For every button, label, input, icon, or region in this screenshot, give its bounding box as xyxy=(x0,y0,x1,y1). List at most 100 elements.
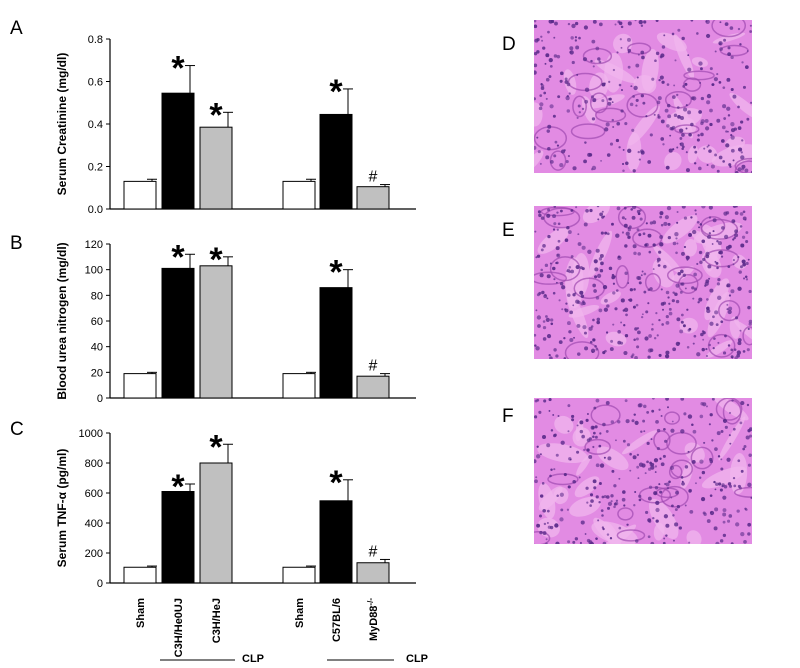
cell-nucleus xyxy=(660,119,665,124)
tubule-lumen xyxy=(662,215,698,244)
cell-nucleus xyxy=(651,327,654,331)
cell-nucleus xyxy=(554,523,559,528)
cell-nucleus xyxy=(536,445,539,448)
cell-nucleus xyxy=(545,538,548,541)
cell-nucleus xyxy=(712,347,715,350)
cell-nucleus xyxy=(549,474,552,478)
cell-nucleus xyxy=(661,323,664,326)
cell-nucleus xyxy=(559,79,563,83)
cell-nucleus xyxy=(701,330,705,333)
cell-nucleus xyxy=(676,504,681,509)
cell-nucleus xyxy=(684,465,689,469)
cell-nucleus xyxy=(748,319,752,324)
cell-nucleus xyxy=(659,55,663,59)
cell-nucleus xyxy=(567,430,570,433)
cell-nucleus xyxy=(644,336,649,341)
cell-nucleus xyxy=(727,114,731,117)
cell-nucleus xyxy=(664,482,667,486)
cell-nucleus xyxy=(741,259,746,264)
cell-nucleus xyxy=(682,324,686,328)
cell-nucleus xyxy=(632,169,636,173)
cell-nucleus xyxy=(601,99,605,103)
cell-nucleus xyxy=(534,20,537,23)
cell-nucleus xyxy=(541,482,545,485)
tubule-outline xyxy=(700,218,739,240)
cell-nucleus xyxy=(585,418,589,422)
tubule-outline xyxy=(644,272,662,292)
tubule-outline xyxy=(540,206,575,217)
cell-nucleus xyxy=(665,398,669,401)
cell-nucleus xyxy=(637,150,640,154)
cell-nucleus xyxy=(749,30,752,33)
cell-nucleus xyxy=(727,344,731,347)
cell-nucleus xyxy=(593,406,597,410)
cell-nucleus xyxy=(691,96,697,101)
cell-nucleus xyxy=(708,149,712,153)
cell-nucleus xyxy=(668,311,673,316)
tubule-lumen xyxy=(664,152,682,171)
bar xyxy=(199,265,233,399)
cell-nucleus xyxy=(641,55,645,60)
cell-nucleus xyxy=(659,211,664,216)
cell-nucleus xyxy=(746,403,750,407)
cell-nucleus xyxy=(732,476,736,480)
cell-nucleus xyxy=(546,521,549,524)
cell-nucleus xyxy=(623,504,626,507)
cell-nucleus xyxy=(745,239,749,244)
cell-nucleus xyxy=(539,102,544,107)
cell-nucleus xyxy=(552,413,555,416)
cell-nucleus xyxy=(674,232,679,237)
cell-nucleus xyxy=(734,229,739,234)
cell-nucleus xyxy=(567,230,572,235)
cell-nucleus xyxy=(598,501,601,504)
cell-nucleus xyxy=(718,81,722,84)
cell-nucleus xyxy=(534,145,537,150)
cell-nucleus xyxy=(737,459,741,463)
cell-nucleus xyxy=(589,504,592,507)
cell-nucleus xyxy=(748,453,752,457)
cell-nucleus xyxy=(627,148,632,153)
cell-nucleus xyxy=(616,51,619,54)
cell-nucleus xyxy=(674,292,678,296)
cell-nucleus xyxy=(552,114,556,118)
cell-nucleus xyxy=(554,140,558,144)
cell-nucleus xyxy=(680,269,684,274)
cell-nucleus xyxy=(733,220,736,223)
cell-nucleus xyxy=(664,439,668,443)
significance-hash: # xyxy=(369,543,378,560)
cell-nucleus xyxy=(722,512,727,517)
cell-nucleus xyxy=(608,80,611,83)
cell-nucleus xyxy=(681,36,685,41)
cell-nucleus xyxy=(720,255,724,258)
cell-nucleus xyxy=(623,307,629,312)
cell-nucleus xyxy=(709,108,713,113)
cell-nucleus xyxy=(576,323,581,328)
kidney-histology-image-e xyxy=(534,206,752,359)
cell-nucleus xyxy=(679,142,682,145)
cell-nucleus xyxy=(722,160,725,163)
cell-nucleus xyxy=(730,87,734,92)
cell-nucleus xyxy=(653,113,656,116)
cell-nucleus xyxy=(704,284,707,287)
cell-nucleus xyxy=(730,542,734,544)
cell-nucleus xyxy=(588,437,592,441)
cell-nucleus xyxy=(642,232,646,236)
cell-nucleus xyxy=(598,257,603,261)
cell-nucleus xyxy=(570,255,574,258)
cell-nucleus xyxy=(614,23,617,26)
cell-nucleus xyxy=(721,125,726,130)
cell-nucleus xyxy=(612,68,616,72)
cell-nucleus xyxy=(535,346,540,351)
chart-panel-c: 0 200 400 600 800 1000 Serum TNF-α (pg/ml) * * * # xyxy=(55,428,416,590)
cell-nucleus xyxy=(599,432,602,435)
cell-nucleus xyxy=(601,514,604,517)
cell-nucleus xyxy=(629,452,632,456)
cell-nucleus xyxy=(726,303,729,306)
cell-nucleus xyxy=(715,541,720,544)
cell-nucleus xyxy=(737,341,742,346)
cell-nucleus xyxy=(728,294,732,297)
cell-nucleus xyxy=(658,408,661,411)
cell-nucleus xyxy=(719,21,722,24)
cell-nucleus xyxy=(640,24,644,27)
cell-nucleus xyxy=(646,410,650,414)
